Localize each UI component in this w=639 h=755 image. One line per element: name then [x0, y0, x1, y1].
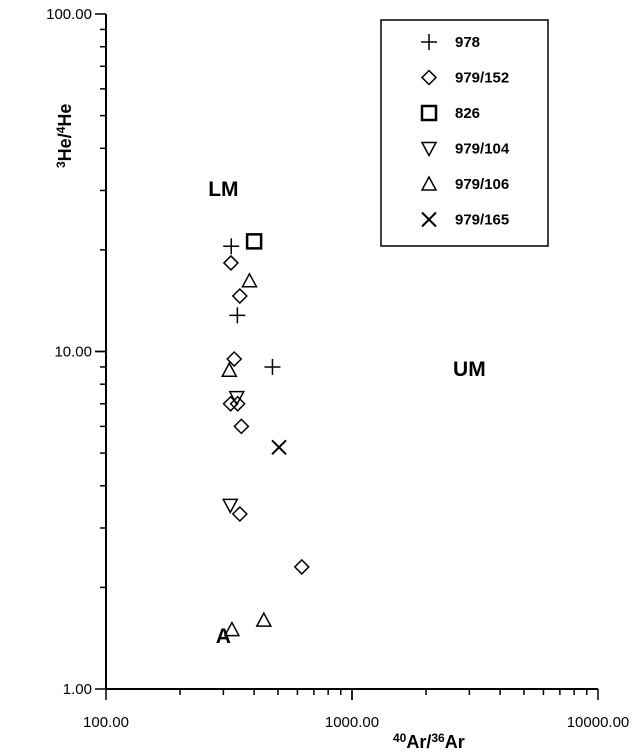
x-axis-title-base2: Ar — [445, 732, 465, 752]
y-axis-title: 3He/4He — [54, 104, 75, 168]
y-axis-title-base2: He — [55, 104, 75, 127]
data-point — [223, 620, 241, 637]
legend-marker-plus — [421, 34, 437, 50]
data-point — [255, 611, 273, 627]
data-point — [222, 498, 239, 514]
legend-marker-triangle-down — [420, 141, 438, 158]
legend-label: 979/106 — [455, 176, 509, 193]
x-tick-label: 1000.00 — [325, 714, 379, 731]
legend-label: 979/165 — [455, 212, 509, 229]
data-point — [231, 287, 248, 305]
data-point — [222, 254, 239, 271]
region-label-lm: LM — [208, 178, 238, 201]
data-point — [271, 439, 287, 456]
x-tick-label: 10000.00 — [567, 714, 630, 731]
x-axis-title: 40Ar/36Ar — [393, 731, 465, 752]
plot-area: 1.00 10.00 100.00 100.00 1000.00 10000.00 — [46, 6, 629, 731]
legend-marker-triangle-up — [420, 175, 438, 191]
y-axis-title-base1: He/ — [55, 133, 75, 161]
y-ticks — [95, 13, 106, 690]
y-tick-label: 1.00 — [63, 681, 92, 698]
y-tick-label: 10.00 — [54, 344, 92, 361]
y-tick-label: 100.00 — [46, 6, 92, 23]
data-point — [226, 350, 243, 368]
legend-items: 978 979/152 826 979/104 979/106 979/165 — [420, 34, 510, 229]
y-axis-title-sup1: 3 — [54, 161, 68, 168]
data-point — [233, 418, 250, 435]
data-point — [231, 505, 248, 523]
legend-label: 979/104 — [455, 141, 510, 158]
data-point — [264, 358, 281, 375]
x-axis-title-sup2: 36 — [431, 731, 445, 745]
x-tick-labels: 100.00 1000.00 10000.00 — [83, 714, 629, 731]
data-point — [293, 558, 310, 575]
data-point — [241, 272, 258, 288]
x-tick-label: 100.00 — [83, 714, 129, 731]
data-point — [229, 395, 246, 412]
data-points — [221, 233, 310, 637]
x-axis-title-sup1: 40 — [393, 731, 407, 745]
y-tick-labels: 1.00 10.00 100.00 — [46, 6, 92, 698]
data-point — [223, 238, 240, 255]
data-point — [229, 307, 246, 324]
legend-label: 978 — [455, 34, 480, 51]
y-axis-title-sup2: 4 — [54, 126, 68, 133]
x-axis-title-base1: Ar/ — [406, 732, 431, 752]
data-point — [245, 233, 263, 250]
legend-label: 979/152 — [455, 70, 509, 87]
legend: 978 979/152 826 979/104 979/106 979/165 — [380, 19, 549, 247]
data-point — [221, 361, 238, 377]
x-ticks — [105, 689, 599, 700]
legend-label: 826 — [455, 105, 480, 122]
legend-box — [380, 19, 549, 247]
legend-marker-diamond — [420, 69, 438, 86]
data-point — [228, 390, 245, 407]
legend-marker-square — [420, 104, 438, 122]
region-label-um: UM — [453, 358, 486, 381]
legend-marker-x — [421, 211, 437, 228]
